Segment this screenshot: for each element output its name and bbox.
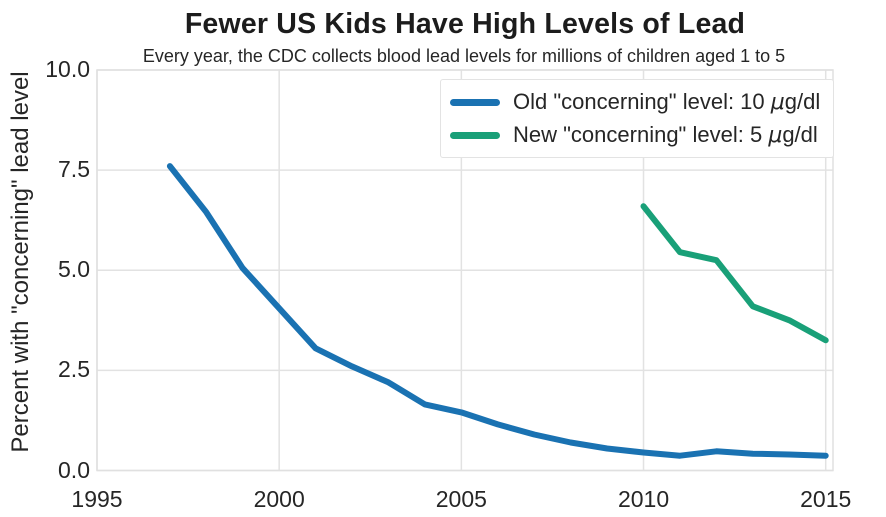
chart-subtitle: Every year, the CDC collects blood lead …	[142, 46, 786, 66]
series-line-1	[640, 203, 829, 344]
x-tick-label: 2005	[435, 486, 487, 512]
legend: Old "concerning" level: 10 μg/dl New "con…	[440, 79, 835, 158]
y-tick-label: 0.0	[58, 456, 90, 483]
x-tick-label: 2010	[617, 486, 670, 512]
legend-swatch	[450, 131, 500, 139]
x-tick-label: 2000	[253, 486, 305, 512]
legend-label: Old "concerning" level: 10 μg/dl	[513, 89, 821, 115]
y-tick-label: 2.5	[58, 356, 90, 383]
y-tick-label: 7.5	[58, 156, 90, 183]
legend-label: New "concerning" level: 5 μg/dl	[513, 122, 818, 148]
series-line-0	[166, 163, 829, 459]
mu-symbol: μ	[770, 90, 785, 115]
y-tick-label: 5.0	[58, 256, 90, 283]
legend-item: Old "concerning" level: 10 μg/dl	[450, 87, 820, 117]
legend-swatch	[450, 98, 500, 106]
mu-symbol: μ	[768, 123, 783, 148]
plot-border	[96, 69, 834, 472]
x-tick-label: 2015	[800, 486, 852, 512]
y-tick-label: 10.0	[45, 56, 90, 82]
x-tick-label: 1995	[71, 486, 123, 512]
legend-item: New "concerning" level: 5 μg/dl	[450, 120, 820, 150]
chart-title: Fewer US Kids Have High Levels of Lead	[184, 8, 746, 40]
